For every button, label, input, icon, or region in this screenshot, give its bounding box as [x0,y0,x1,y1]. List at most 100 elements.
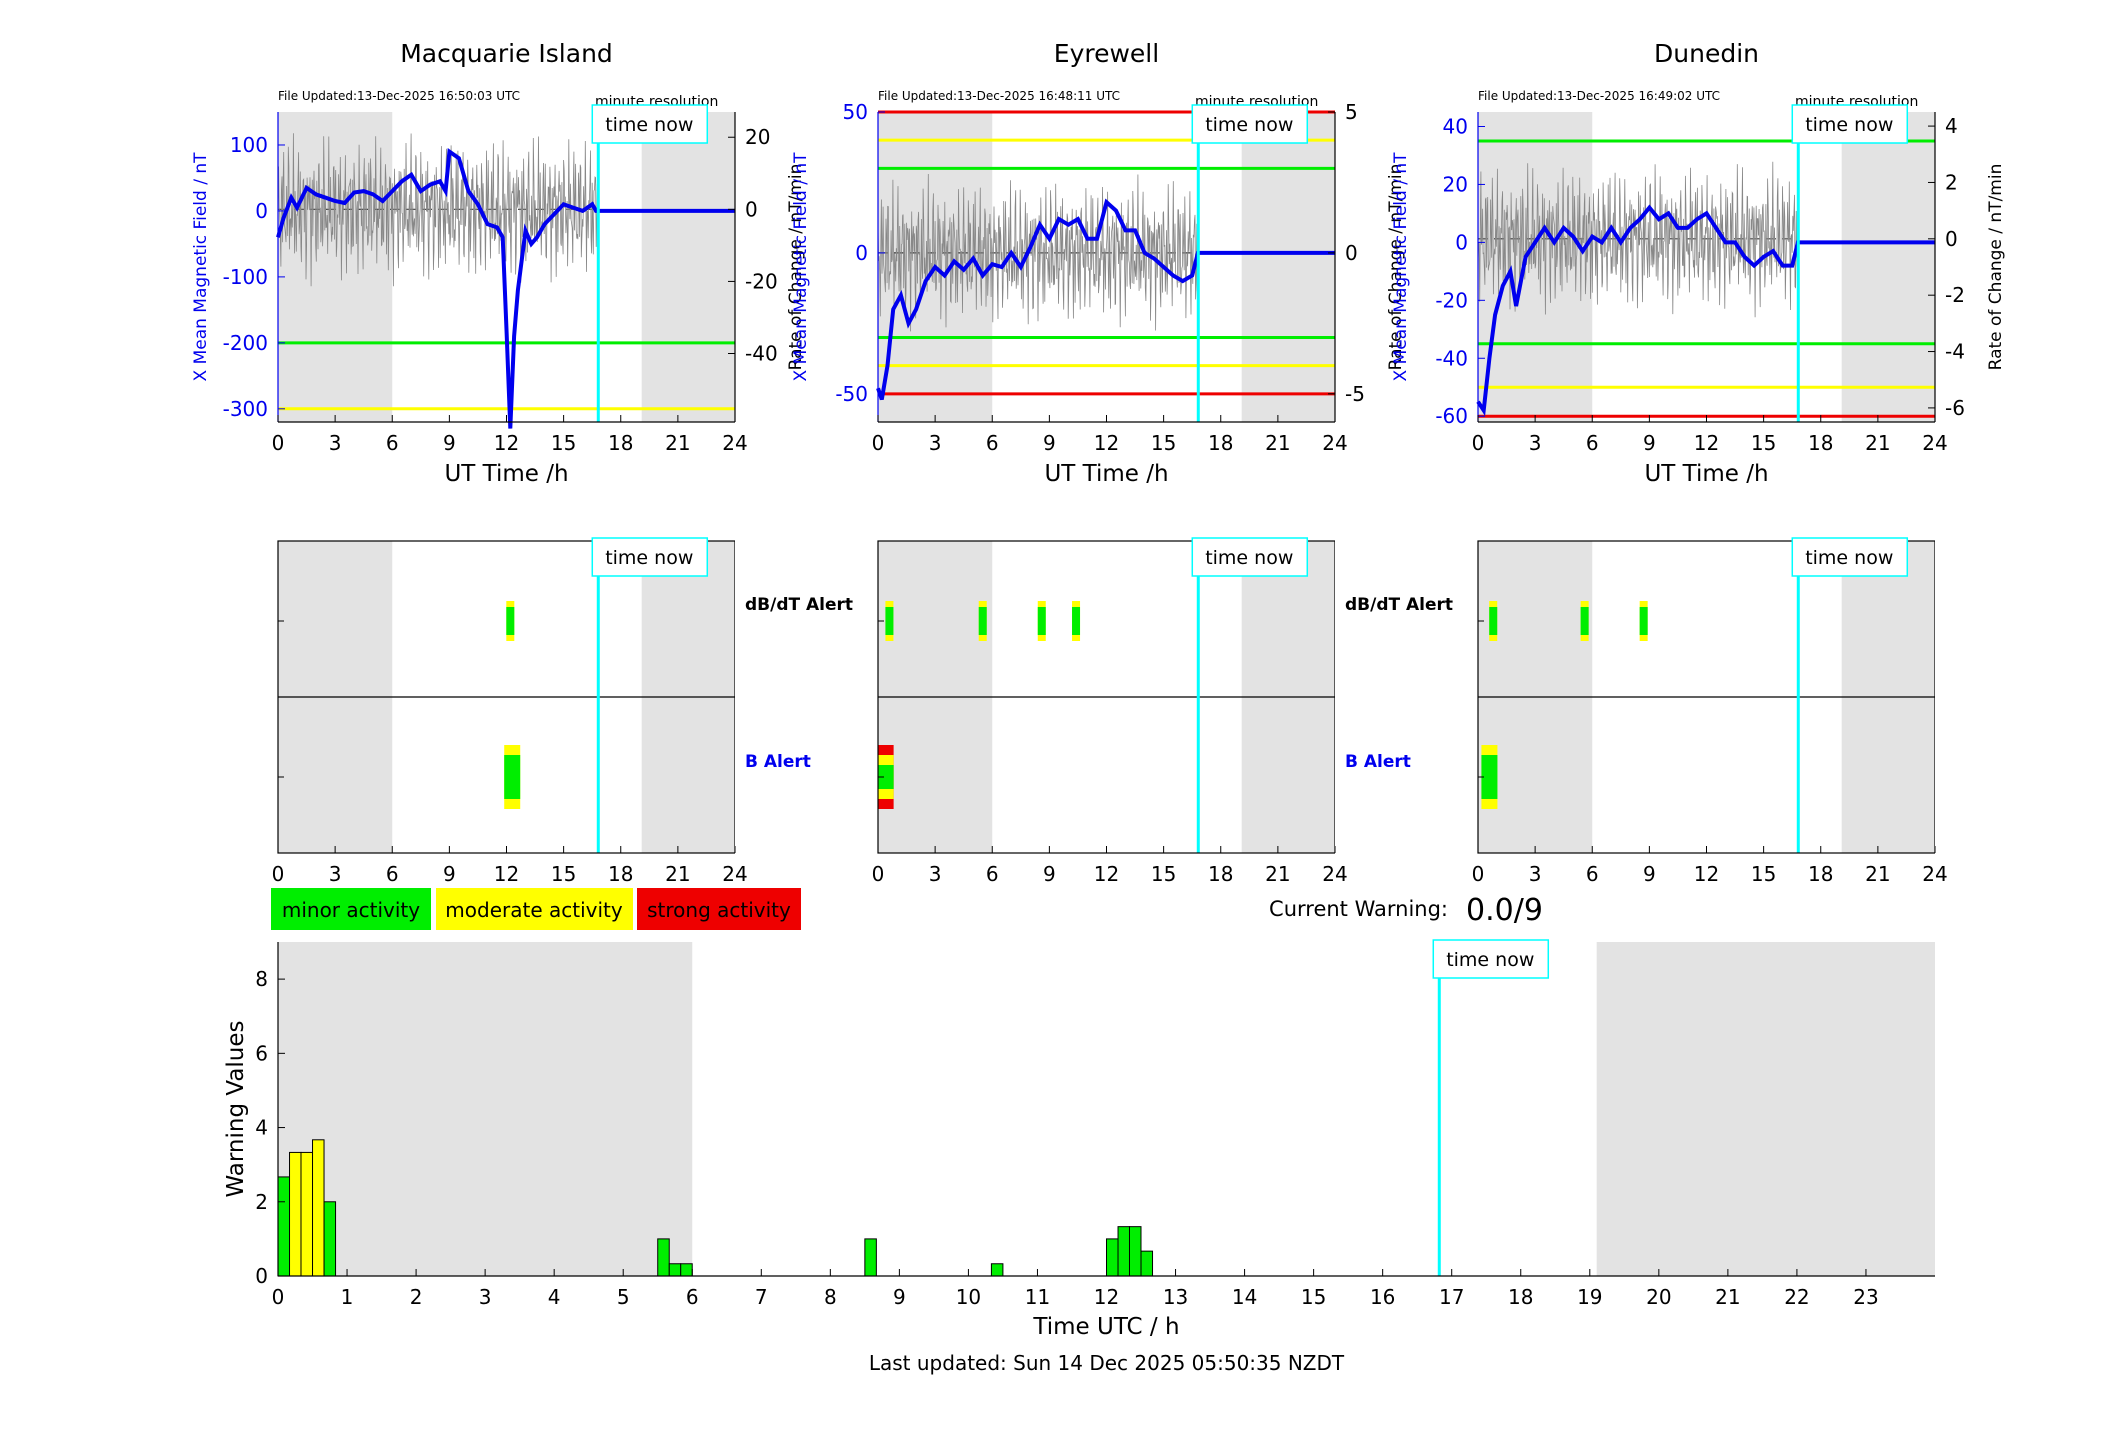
activity-legend: minor activity moderate activity strong ac… [271,888,801,930]
x-tick-label: 4 [548,1285,561,1309]
x-tick-label: 9 [1043,431,1056,455]
y-axis-label: Warning Values [223,1020,249,1197]
dbdt-alert-bar [1489,607,1498,635]
x-tick-label: 18 [1508,1285,1533,1309]
y-tick-label: 0 [855,241,868,265]
warning-bar [1140,1250,1154,1277]
x-tick-label: 6 [386,862,399,886]
x-tick-label: 12 [1694,862,1719,886]
x-tick-label: 15 [1151,431,1176,455]
time-now-box-mid: time now [1191,537,1309,577]
field-trace [876,198,1335,401]
warning-bar [668,1263,682,1277]
dbdt-alert-bar [1072,607,1081,635]
x-tick-label: 7 [755,1285,768,1309]
y-tick-label: 20 [1443,172,1468,196]
x-tick-label: 18 [1808,431,1833,455]
x-tick-label: 3 [929,862,942,886]
time-now-box [1191,537,1309,577]
time-now-label: time now [1205,547,1293,569]
time-now-box-bottom: time now [1432,939,1550,979]
x-tick-label: 21 [1265,862,1290,886]
warning-bar [864,1238,877,1277]
y-axis-label-left: X Mean Magnetic Field / nT [191,152,211,382]
night-shade [278,942,693,1276]
y-tick-label: 50 [843,100,868,124]
dbdt-alert-label: dB/dT Alert [1345,595,1453,615]
dbdt-alert-bar [1037,607,1046,635]
file-updated: File Updated:13-Dec-2025 16:50:03 UTC [278,89,520,103]
y2-tick-label: -6 [1945,396,1965,420]
x-tick-label: 3 [479,1285,492,1309]
file-updated: File Updated:13-Dec-2025 16:49:02 UTC [1478,89,1720,103]
x-tick-label: 19 [1577,1285,1602,1309]
y-tick-label: -100 [223,265,268,289]
y-axis-label-left: X Mean Magnetic Field / nT [791,152,811,382]
time-now-label: time now [605,547,693,569]
x-tick-label: 3 [1529,431,1542,455]
x-tick-label: 12 [1094,862,1119,886]
x-tick-label: 14 [1232,1285,1257,1309]
y-tick-label: 0 [255,199,268,223]
y2-tick-label: -5 [1345,382,1365,406]
legend-minor-label: minor activity [282,898,420,922]
x-tick-label: 9 [1643,862,1656,886]
x-axis-label: Time UTC / h [1032,1314,1179,1340]
x-tick-label: 11 [1025,1285,1050,1309]
y2-tick-label: 0 [1345,241,1358,265]
y-tick-label: 0 [255,1264,268,1288]
time-now-box-mid: time now [1791,537,1909,577]
x-tick-label: 21 [1865,431,1890,455]
alert-panel-0: 0 3 6 9 12 15 18 21 24 dB/dT Alert B Alert [272,540,853,886]
legend-minor-swatch [271,888,431,930]
alert-panel-2: 0 3 6 9 12 15 18 21 24 [1472,540,1948,886]
current-warning-value: 0.0/9 [1466,893,1543,928]
night-shade [1596,942,1935,1276]
x-tick-label: 12 [494,862,519,886]
x-tick-label: 24 [1922,862,1947,886]
y-tick-label: -40 [1435,346,1468,370]
x-tick-label: 6 [386,431,399,455]
b-alert-bar-green [877,765,894,789]
y2-tick-label: 0 [1945,227,1958,251]
y-tick-label: -50 [835,382,868,406]
x-tick-label: 21 [1865,862,1890,886]
x-tick-label: 0 [872,862,885,886]
night-shade [641,112,735,422]
time-now-box [1191,104,1309,144]
x-tick-label: 0 [272,1285,285,1309]
time-now-label: time now [605,114,693,136]
x-tick-label: 20 [1646,1285,1671,1309]
x-tick-label: 24 [1922,431,1947,455]
legend-strong-label: strong activity [647,898,791,922]
y-tick-label: 6 [255,1041,268,1065]
time-now-box [1791,537,1909,577]
legend-moderate-swatch [436,888,633,930]
x-tick-label: 10 [956,1285,981,1309]
y-axis-label-right: Rate of Change / nT/min [786,164,806,371]
x-tick-label: 18 [1208,862,1233,886]
dbdt-alert-label: dB/dT Alert [745,595,853,615]
warning-bar [277,1176,291,1277]
x-tick-label: 0 [272,862,285,886]
y-tick-label: 2 [255,1190,268,1214]
alert-frame-right-mask [1335,540,1337,854]
x-tick-label: 16 [1370,1285,1395,1309]
time-now-box [591,537,709,577]
x-tick-label: 15 [1751,862,1776,886]
b-alert-label: B Alert [745,752,811,772]
b-alert-bar-green [1481,755,1498,799]
x-tick-label: 6 [1586,862,1599,886]
y-tick-label: -300 [223,397,268,421]
x-tick-label: 9 [1643,431,1656,455]
y2-tick-label: -4 [1945,340,1965,364]
x-tick-label: 22 [1784,1285,1809,1309]
time-now-box [591,104,709,144]
x-tick-label: 0 [1472,862,1485,886]
x-tick-label: 18 [1808,862,1833,886]
x-tick-label: 12 [494,431,519,455]
x-tick-label: 23 [1853,1285,1878,1309]
x-tick-label: 15 [1151,862,1176,886]
field-panel-0: 100 0 -100 -200 -300 20 0 -20 -40 0 3 6 9 12 15 18 21 24 U… [191,39,806,487]
